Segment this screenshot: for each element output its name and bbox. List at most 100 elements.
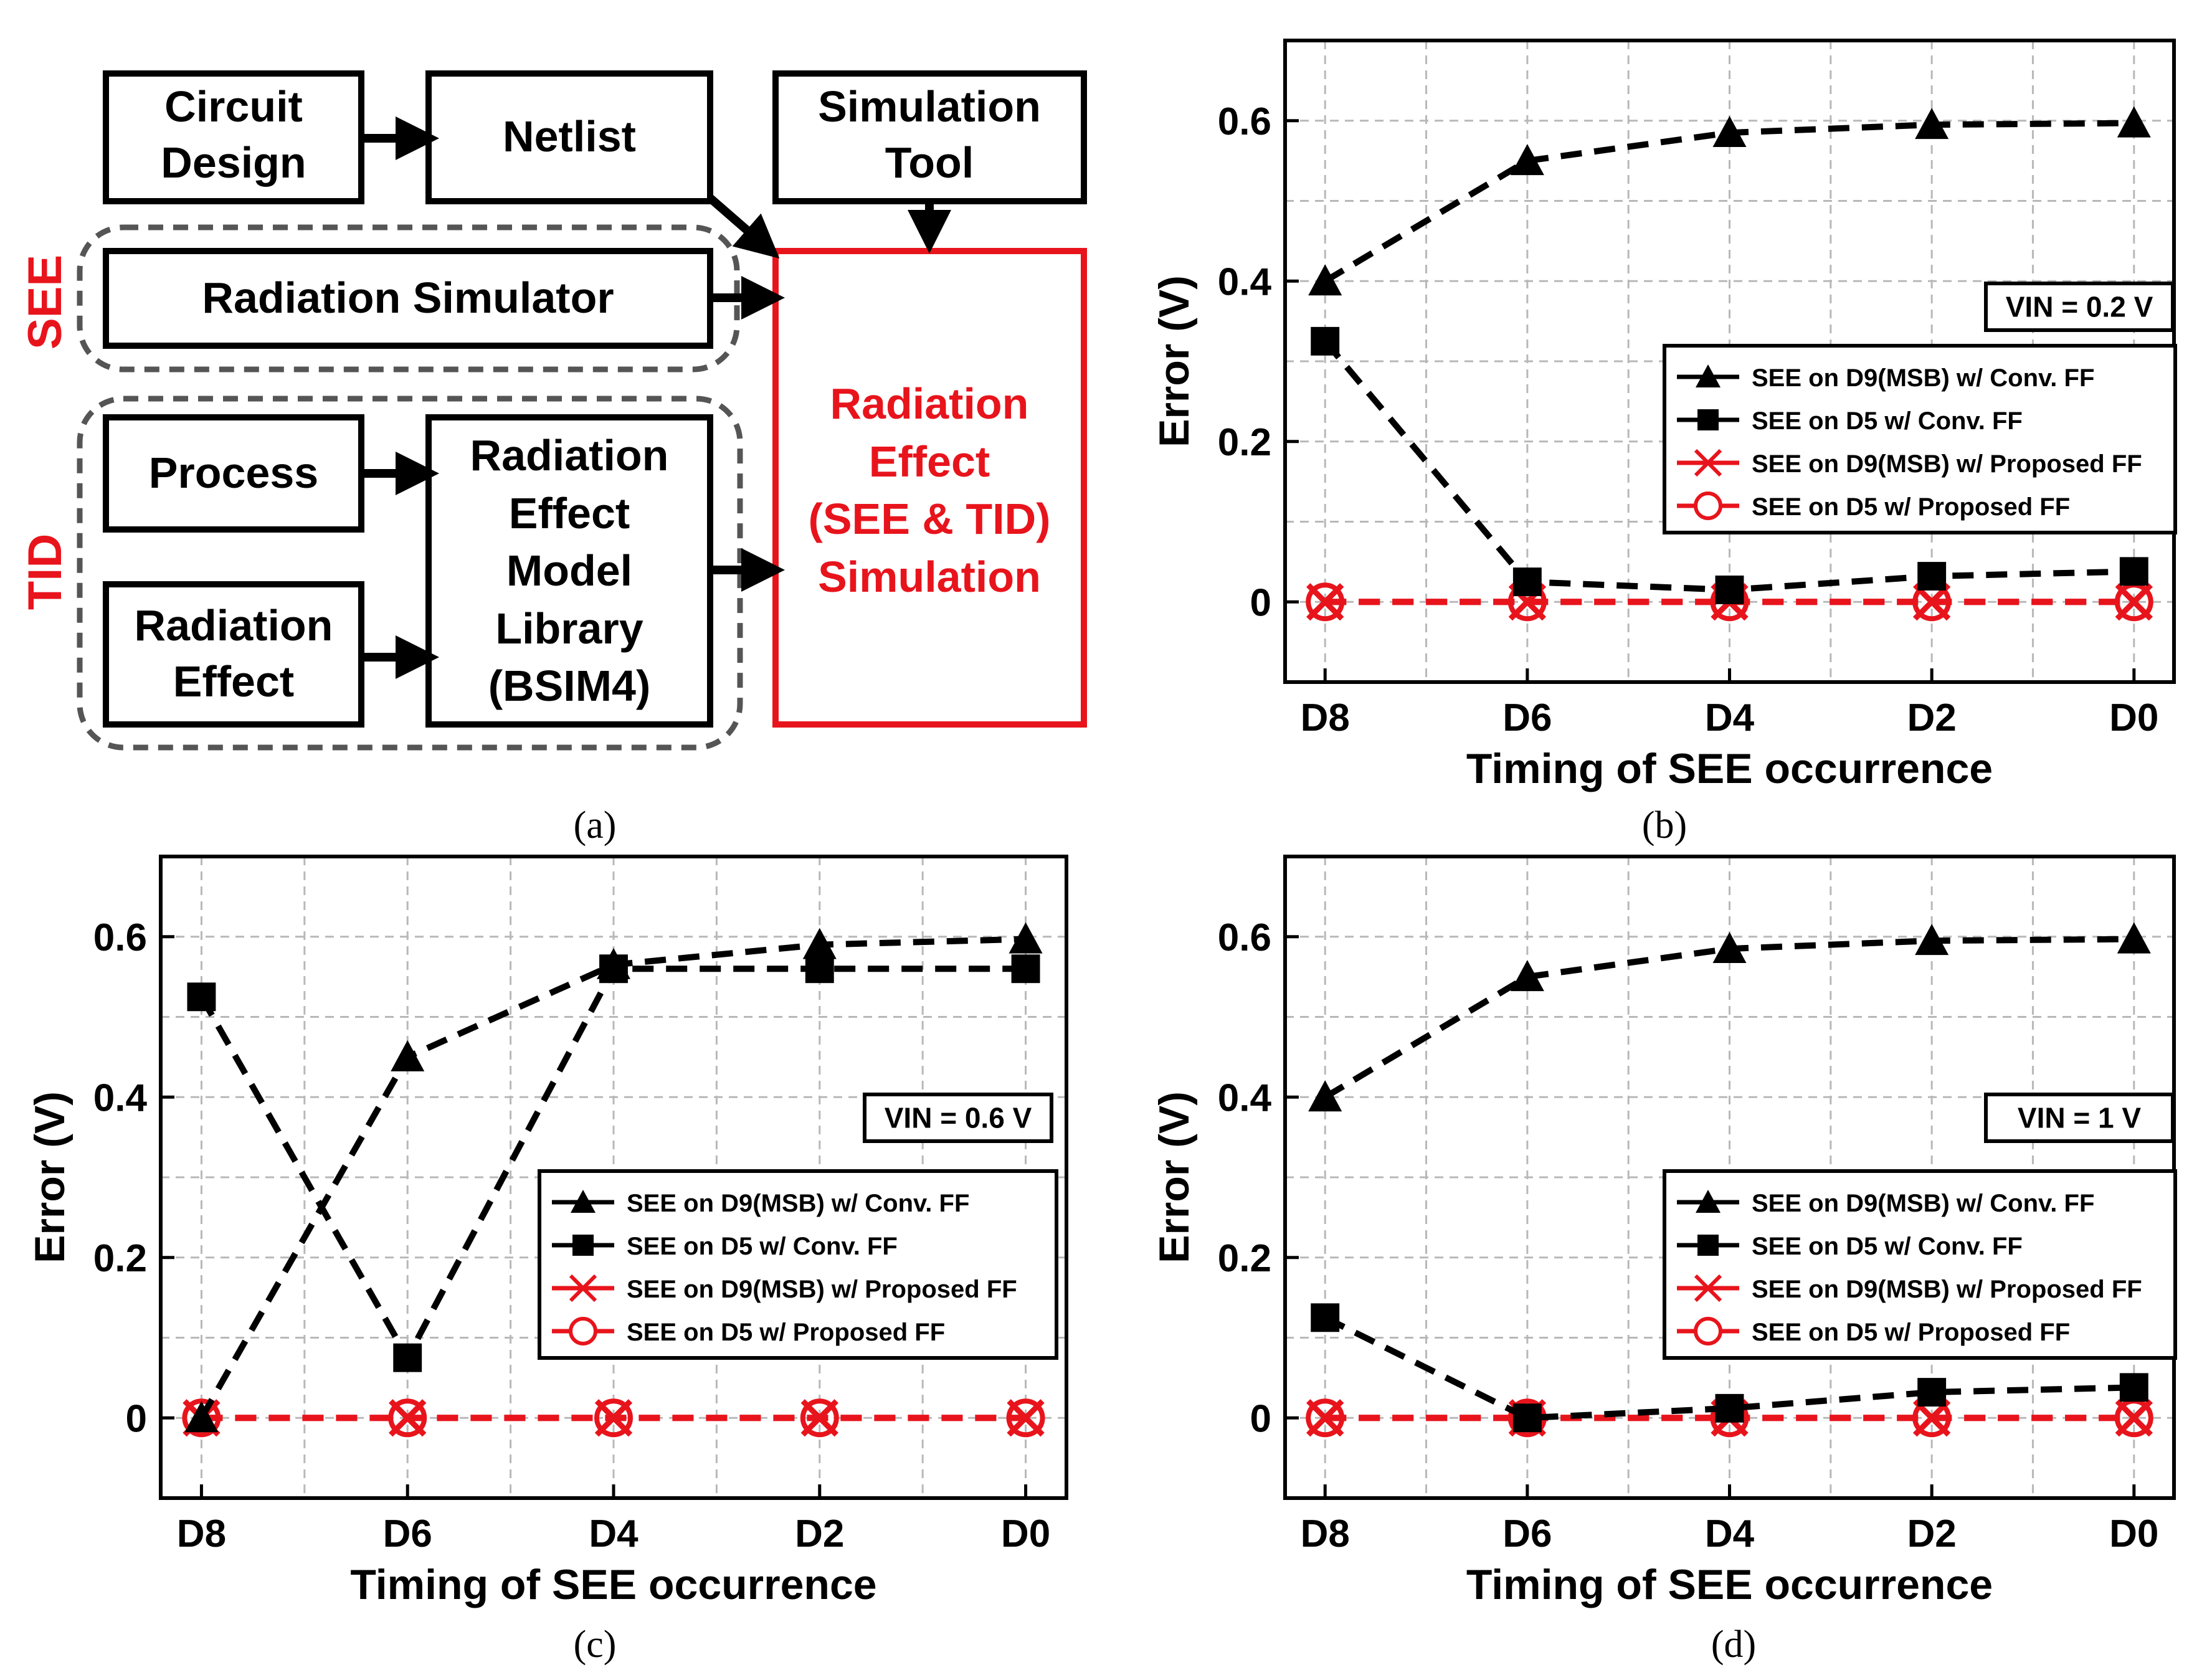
legend-item: SEE on D5 w/ Conv. FF <box>1677 407 2023 435</box>
data-point <box>1915 924 1949 956</box>
data-point <box>1011 954 1040 984</box>
data-point <box>1306 1398 1345 1438</box>
box-model-library-line2: Effect <box>509 489 630 538</box>
legend-marker <box>1697 409 1719 430</box>
legend-label: SEE on D9(MSB) w/ Proposed FF <box>1752 1276 2142 1303</box>
x-tick-label: D2 <box>1907 1512 1957 1555</box>
chart-c: 0 0.2 0.4 0.6 D8 D6 D4 D2 D0 Timing of SEE occurr… <box>26 855 1068 1608</box>
data-point <box>393 1343 422 1372</box>
legend-item: SEE on D9(MSB) w/ Conv. FF <box>1677 1190 2094 1217</box>
box-simulation-tool: Simulation Tool <box>772 70 1087 204</box>
annotation-text: VIN = 0.6 V <box>885 1102 1032 1134</box>
x-tick-label: D2 <box>1907 696 1957 739</box>
box-radiation-effect-line1: Radiation <box>135 601 333 650</box>
legend-label: SEE on D9(MSB) w/ Proposed FF <box>1752 450 2142 478</box>
legend-marker <box>1694 448 1722 477</box>
legend-marker <box>1696 1190 1721 1213</box>
series-triangle <box>1308 106 2151 296</box>
data-point <box>388 1398 427 1438</box>
y-tick-label: 0.2 <box>1218 421 1271 464</box>
annotation-box <box>863 1093 1053 1143</box>
box-model-library-line1: Radiation <box>470 431 669 480</box>
legend-label: SEE on D5 w/ Proposed FF <box>1752 493 2070 521</box>
data-point <box>184 1401 219 1433</box>
box-radiation-effect-line2: Effect <box>173 657 294 706</box>
y-tick-label: 0 <box>1250 581 1271 624</box>
data-point <box>187 982 216 1012</box>
legend-label: SEE on D9(MSB) w/ Proposed FF <box>627 1276 1017 1303</box>
box-model-library-line5: (BSIM4) <box>488 662 651 710</box>
legend-marker <box>569 1274 597 1303</box>
box-simulation-tool-line1: Simulation <box>818 82 1041 131</box>
annotation-text: VIN = 0.2 V <box>2006 291 2153 323</box>
box-model-library-line4: Library <box>495 604 643 653</box>
box-radiation-simulation-line2: Effect <box>869 437 990 486</box>
data-point <box>1712 116 1747 148</box>
box-model-library-line3: Model <box>506 546 632 595</box>
data-point <box>1306 582 1345 622</box>
caption-c: (c) <box>574 1623 617 1666</box>
legend-item: SEE on D5 w/ Conv. FF <box>1677 1233 2023 1260</box>
box-radiation-simulation: Radiation Effect (SEE & TID) Simulation <box>772 248 1087 728</box>
y-tick-label: 0.6 <box>93 916 147 959</box>
legend: SEE on D9(MSB) w/ Conv. FF SEE on D5 w/ C… <box>1663 344 2177 534</box>
data-point <box>1512 567 1542 597</box>
legend-marker <box>1694 491 1722 520</box>
data-point <box>802 928 837 959</box>
arrow-netlist-to-simulation <box>707 194 780 259</box>
data-point <box>391 1040 425 1071</box>
x-axis-label: Timing of SEE occurrence <box>1466 1561 1993 1608</box>
data-point <box>1512 1403 1542 1433</box>
legend-box <box>1663 1169 2177 1360</box>
data-point <box>1915 108 1949 140</box>
legend-item: SEE on D5 w/ Proposed FF <box>552 1317 945 1346</box>
series-square <box>1311 326 2148 604</box>
x-tick-label: D0 <box>1001 1512 1050 1555</box>
annotation-box <box>1984 282 2175 332</box>
y-tick-label: 0.4 <box>1218 260 1272 303</box>
legend-item: SEE on D9(MSB) w/ Conv. FF <box>552 1190 969 1217</box>
y-axis-label: Error (V) <box>1151 275 1198 447</box>
see-group <box>77 224 740 372</box>
caption-d: (d) <box>1711 1623 1756 1666</box>
x-tick-label: D2 <box>795 1512 844 1555</box>
legend-marker <box>1697 1235 1719 1256</box>
box-process-line1: Process <box>149 448 318 497</box>
box-radiation-simulator: Radiation Simulator <box>103 248 713 349</box>
y-tick-label: 0.4 <box>93 1076 148 1119</box>
legend-marker <box>572 1235 594 1256</box>
data-point <box>1715 1393 1744 1423</box>
x-tick-label: D0 <box>2109 1512 2158 1555</box>
data-point <box>599 954 628 984</box>
legend-label: SEE on D9(MSB) w/ Conv. FF <box>627 1190 969 1217</box>
tid-group <box>77 396 743 751</box>
legend-item: SEE on D5 w/ Conv. FF <box>552 1233 898 1260</box>
legend-item: SEE on D5 w/ Proposed FF <box>1677 1317 2070 1346</box>
legend-marker <box>571 1190 596 1213</box>
y-axis-label: Error (V) <box>1151 1091 1198 1263</box>
chart-b: 0 0.2 0.4 0.6 D8 D6 D4 D2 D0 Timing of SEE occurr… <box>1151 39 2177 792</box>
chart-d: 0 0.2 0.4 0.6 D8 D6 D4 D2 D0 Timing of SEE occurr… <box>1151 855 2177 1608</box>
legend-label: SEE on D5 w/ Proposed FF <box>627 1319 945 1346</box>
legend-marker <box>1694 1317 1722 1345</box>
data-point <box>1917 562 1947 591</box>
data-point <box>805 954 834 984</box>
series-triangle <box>1308 922 2151 1112</box>
data-point <box>800 1398 839 1438</box>
x-tick-label: D8 <box>1301 696 1350 739</box>
caption-a: (a) <box>574 804 617 847</box>
legend-item: SEE on D9(MSB) w/ Proposed FF <box>1677 1274 2142 1303</box>
legend-item: SEE on D5 w/ Proposed FF <box>1677 491 2070 521</box>
legend-box <box>538 1169 1058 1360</box>
data-point <box>2119 1373 2148 1402</box>
legend-item: SEE on D9(MSB) w/ Proposed FF <box>1677 448 2142 478</box>
data-point <box>2117 106 2151 138</box>
box-radiation-simulation-line1: Radiation <box>830 379 1029 428</box>
legend-label: SEE on D9(MSB) w/ Conv. FF <box>1752 1190 2094 1217</box>
data-point <box>1311 1303 1340 1332</box>
y-tick-label: 0.2 <box>93 1237 147 1280</box>
tid-group-label: TID <box>19 534 72 610</box>
x-tick-label: D8 <box>1301 1512 1350 1555</box>
data-point <box>2117 922 2151 954</box>
